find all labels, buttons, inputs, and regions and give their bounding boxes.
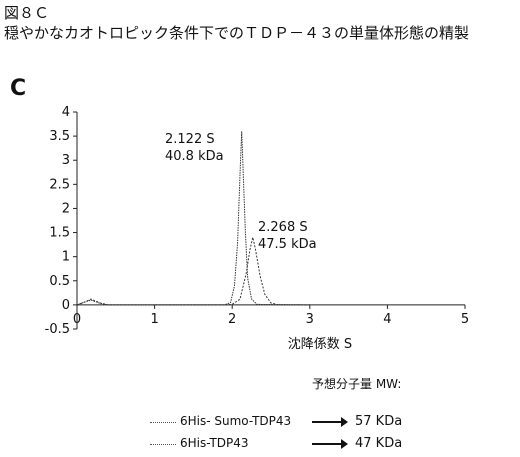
y-tick-label: 1.5 xyxy=(49,226,70,241)
arrow-right-icon xyxy=(312,443,342,445)
y-tick-label: 0 xyxy=(62,298,70,313)
peak-annotation-s: 2.122 S xyxy=(165,132,215,147)
legend-name-sumo: 6His- Sumo-TDP43 xyxy=(180,414,291,428)
legend-header: 予想分子量 MW: xyxy=(312,375,401,392)
legend-name-tdp43: 6His-TDP43 xyxy=(180,436,249,450)
y-tick-label: 3 xyxy=(62,153,70,168)
y-tick-label: 2 xyxy=(62,201,70,216)
legend-item-sumo: 6His- Sumo-TDP43 57 KDa xyxy=(150,414,450,430)
legend-line-sumo xyxy=(150,422,176,423)
y-tick-label: 3.5 xyxy=(49,129,70,144)
chart-axes: -0.500.511.522.533.54012345 xyxy=(45,105,470,337)
y-tick-label: 4 xyxy=(62,105,70,120)
y-tick-label: -0.5 xyxy=(45,322,70,337)
x-tick-label: 0 xyxy=(73,312,81,327)
legend-line-tdp43 xyxy=(150,444,176,445)
x-tick-label: 1 xyxy=(150,312,158,327)
y-tick-label: 0.5 xyxy=(49,274,70,289)
x-tick-label: 5 xyxy=(461,312,469,327)
arrow-right-icon xyxy=(312,421,342,423)
peak-annotation-kda: 47.5 kDa xyxy=(258,237,317,252)
y-tick-label: 1 xyxy=(62,250,70,265)
peak-annotation-s: 2.268 S xyxy=(258,220,308,235)
x-axis-label: 沈降係数 S xyxy=(288,337,352,352)
legend-mw-tdp43: 47 KDa xyxy=(355,436,402,451)
peak-annotation-kda: 40.8 kDa xyxy=(165,149,224,164)
x-tick-label: 2 xyxy=(228,312,236,327)
x-tick-label: 4 xyxy=(383,312,391,327)
legend-mw-sumo: 57 KDa xyxy=(355,414,402,429)
y-tick-label: 2.5 xyxy=(49,177,70,192)
legend-item-tdp43: 6His-TDP43 47 KDa xyxy=(150,436,450,452)
x-tick-label: 3 xyxy=(306,312,314,327)
